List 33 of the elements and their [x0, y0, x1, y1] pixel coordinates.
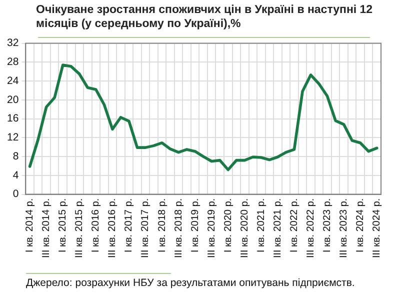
x-tick-label: I кв. 2016 р. — [90, 198, 102, 252]
y-tick-label: 24 — [6, 74, 19, 87]
x-tick-label: III кв. 2021 р. — [272, 198, 284, 258]
x-tick-label: III кв. 2024 р. — [372, 198, 383, 258]
x-tick-label: I кв. 2021 р. — [256, 198, 267, 252]
y-tick-label: 20 — [6, 94, 19, 106]
x-tick-label: I кв. 2017 р. — [124, 198, 135, 252]
chart-title: Очікуване зростання споживчих цін в Україні в наступні 12 місяців (у середньому по Україні),% — [36, 3, 374, 31]
y-tick-label: 8 — [12, 150, 19, 162]
y-tick-label: 32 — [6, 37, 19, 50]
x-tick-label: III кв. 2014 р. — [41, 198, 52, 258]
x-tick-label: I кв. 2019 р. — [190, 198, 201, 252]
x-tick-label: I кв. 2014 р. — [24, 198, 36, 252]
y-tick-label: 12 — [6, 132, 19, 144]
x-tick-label: I кв. 2018 р. — [156, 198, 168, 252]
x-tick-label: I кв. 2022 р. — [288, 198, 300, 252]
y-tick-label: 4 — [12, 169, 19, 182]
x-tick-label: III кв. 2020 р. — [239, 198, 250, 258]
x-tick-label: I кв. 2020 р. — [222, 198, 234, 252]
x-tick-label: III кв. 2023 р. — [338, 198, 350, 258]
x-tick-label: I кв. 2024 р. — [355, 198, 366, 252]
y-tick-label: 0 — [12, 188, 19, 200]
y-tick-label: 28 — [6, 56, 19, 68]
x-tick-label: I кв. 2015 р. — [58, 198, 69, 252]
y-tick-label: 16 — [6, 112, 19, 125]
x-tick-label: III кв. 2018 р. — [173, 198, 184, 258]
x-tick-label: III кв. 2019 р. — [206, 198, 218, 258]
x-tick-label: III кв. 2017 р. — [140, 198, 152, 258]
text: Джерело: розрахунки НБУ за результатами опитувань підприємств. — [26, 277, 355, 289]
x-tick-label: III кв. 2022 р. — [306, 198, 317, 258]
x-tick-label: III кв. 2016 р. — [107, 198, 118, 258]
x-tick-label: I кв. 2023 р. — [322, 198, 334, 252]
x-tick-label: III кв. 2015 р. — [74, 198, 86, 258]
